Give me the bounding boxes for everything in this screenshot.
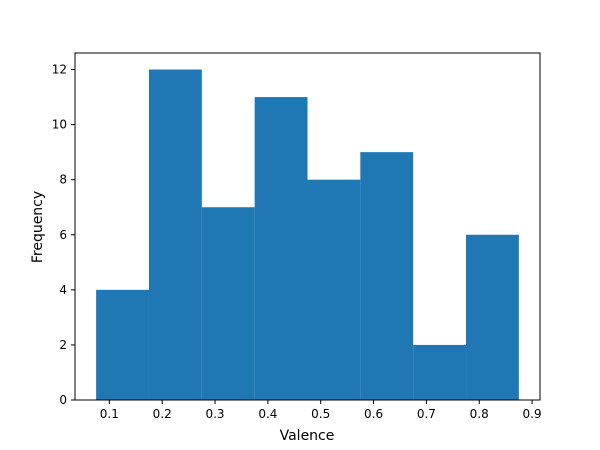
bar	[360, 152, 414, 400]
y-tick-label: 4	[59, 283, 67, 297]
y-tick-label: 8	[59, 173, 67, 187]
y-tick-label: 2	[59, 338, 67, 352]
y-tick-label: 0	[59, 393, 67, 407]
x-tick-label: 0.8	[470, 407, 489, 421]
y-tick-label: 12	[52, 63, 67, 77]
x-axis-label: Valence	[280, 428, 335, 444]
bar	[466, 234, 519, 400]
x-tick-label: 0.2	[153, 407, 172, 421]
plot-frame	[74, 52, 541, 401]
x-tick-label: 0.5	[311, 407, 330, 421]
x-tick-label: 0.6	[364, 407, 383, 421]
x-tick-label: 0.1	[100, 407, 119, 421]
bar	[96, 289, 149, 400]
x-tick-label: 0.3	[205, 407, 224, 421]
bar	[413, 344, 467, 400]
y-tick-label: 6	[59, 228, 67, 242]
y-tick-label: 10	[52, 118, 67, 132]
x-tick-label: 0.9	[523, 407, 542, 421]
bar	[201, 207, 255, 400]
y-axis-label: Frequency	[30, 191, 46, 263]
x-tick-label: 0.4	[258, 407, 277, 421]
bar	[148, 69, 202, 401]
x-tick-label: 0.7	[417, 407, 436, 421]
bar	[307, 179, 361, 400]
bar	[254, 97, 308, 401]
